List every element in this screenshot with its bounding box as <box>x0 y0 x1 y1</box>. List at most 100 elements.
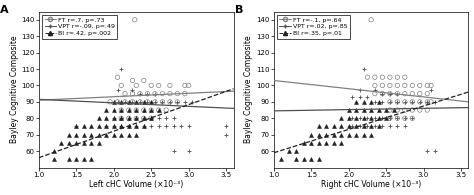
Point <box>88 133 95 136</box>
Point <box>151 100 159 103</box>
Point <box>102 125 110 128</box>
Point <box>163 108 170 112</box>
Point <box>181 84 189 87</box>
Point <box>173 100 181 103</box>
Point <box>132 125 140 128</box>
Point <box>401 76 409 79</box>
Point <box>345 133 353 136</box>
Point <box>386 76 394 79</box>
Point <box>147 125 155 128</box>
Point <box>125 125 133 128</box>
Point <box>337 141 345 144</box>
Point <box>121 100 129 103</box>
Point <box>423 150 431 153</box>
Point <box>140 100 147 103</box>
Point <box>102 117 110 120</box>
Point <box>121 100 129 103</box>
Point <box>125 117 133 120</box>
Point <box>393 100 401 103</box>
Point <box>337 133 345 136</box>
Point <box>80 141 88 144</box>
Point <box>129 100 137 103</box>
Point <box>383 108 390 112</box>
Point <box>360 117 367 120</box>
Point <box>125 125 133 128</box>
Point <box>166 84 173 87</box>
Point <box>129 79 137 82</box>
Point <box>166 92 173 95</box>
Point <box>386 117 394 120</box>
Point <box>431 100 438 103</box>
Point <box>360 125 367 128</box>
Point <box>118 84 125 87</box>
Point <box>427 84 435 87</box>
Point <box>393 117 401 120</box>
Point <box>360 100 367 103</box>
Point <box>401 100 409 103</box>
Point <box>166 100 173 103</box>
Point <box>159 92 166 95</box>
Point <box>147 84 155 87</box>
Point <box>393 125 401 128</box>
Point <box>50 158 58 161</box>
Text: B: B <box>235 5 243 15</box>
Point <box>423 108 431 112</box>
Point <box>114 89 121 92</box>
Point <box>371 89 379 92</box>
Point <box>147 108 155 112</box>
Point <box>147 117 155 120</box>
Point <box>151 92 159 95</box>
Point <box>352 108 360 112</box>
Point <box>140 108 147 112</box>
Point <box>181 100 189 103</box>
Point <box>147 117 155 120</box>
Point <box>386 117 394 120</box>
Point <box>393 108 401 112</box>
Point <box>322 133 330 136</box>
Point <box>136 100 144 103</box>
Point <box>386 92 394 95</box>
Point <box>349 125 356 128</box>
Point <box>125 117 133 120</box>
Point <box>73 133 80 136</box>
Point <box>147 108 155 112</box>
Point <box>360 133 367 136</box>
Point <box>371 84 379 87</box>
Point <box>352 133 360 136</box>
Point <box>88 158 95 161</box>
Point <box>110 117 118 120</box>
Point <box>140 125 147 128</box>
Point <box>125 117 133 120</box>
Point <box>367 100 375 103</box>
Point <box>409 117 416 120</box>
Point <box>114 100 121 103</box>
Point <box>181 92 189 95</box>
Point <box>367 133 375 136</box>
Point <box>393 76 401 79</box>
Point <box>151 92 159 95</box>
Point <box>125 108 133 112</box>
Point <box>136 92 144 95</box>
Point <box>118 108 125 112</box>
Point <box>300 158 308 161</box>
Point <box>177 125 185 128</box>
Point <box>185 84 192 87</box>
Point <box>155 84 163 87</box>
Point <box>364 117 371 120</box>
Point <box>110 100 118 103</box>
Point <box>386 108 394 112</box>
Point <box>110 108 118 112</box>
Point <box>352 100 360 103</box>
Point <box>132 108 140 112</box>
Point <box>401 92 409 95</box>
Point <box>118 125 125 128</box>
Point <box>118 100 125 103</box>
Point <box>129 92 137 95</box>
Legend: FT r=.7, p=.73, VPT r=-.09, p=.49, BI r=.42, p=.002: FT r=.7, p=.73, VPT r=-.09, p=.49, BI r=… <box>42 15 117 39</box>
Point <box>140 117 147 120</box>
Point <box>121 92 129 95</box>
Point <box>118 117 125 120</box>
Point <box>132 117 140 120</box>
Point <box>144 92 151 95</box>
Point <box>125 133 133 136</box>
